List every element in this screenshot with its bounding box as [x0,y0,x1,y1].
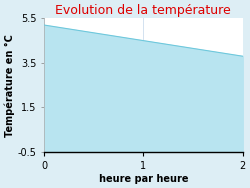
X-axis label: heure par heure: heure par heure [98,174,188,184]
Title: Evolution de la température: Evolution de la température [56,4,231,17]
Y-axis label: Température en °C: Température en °C [4,34,15,137]
